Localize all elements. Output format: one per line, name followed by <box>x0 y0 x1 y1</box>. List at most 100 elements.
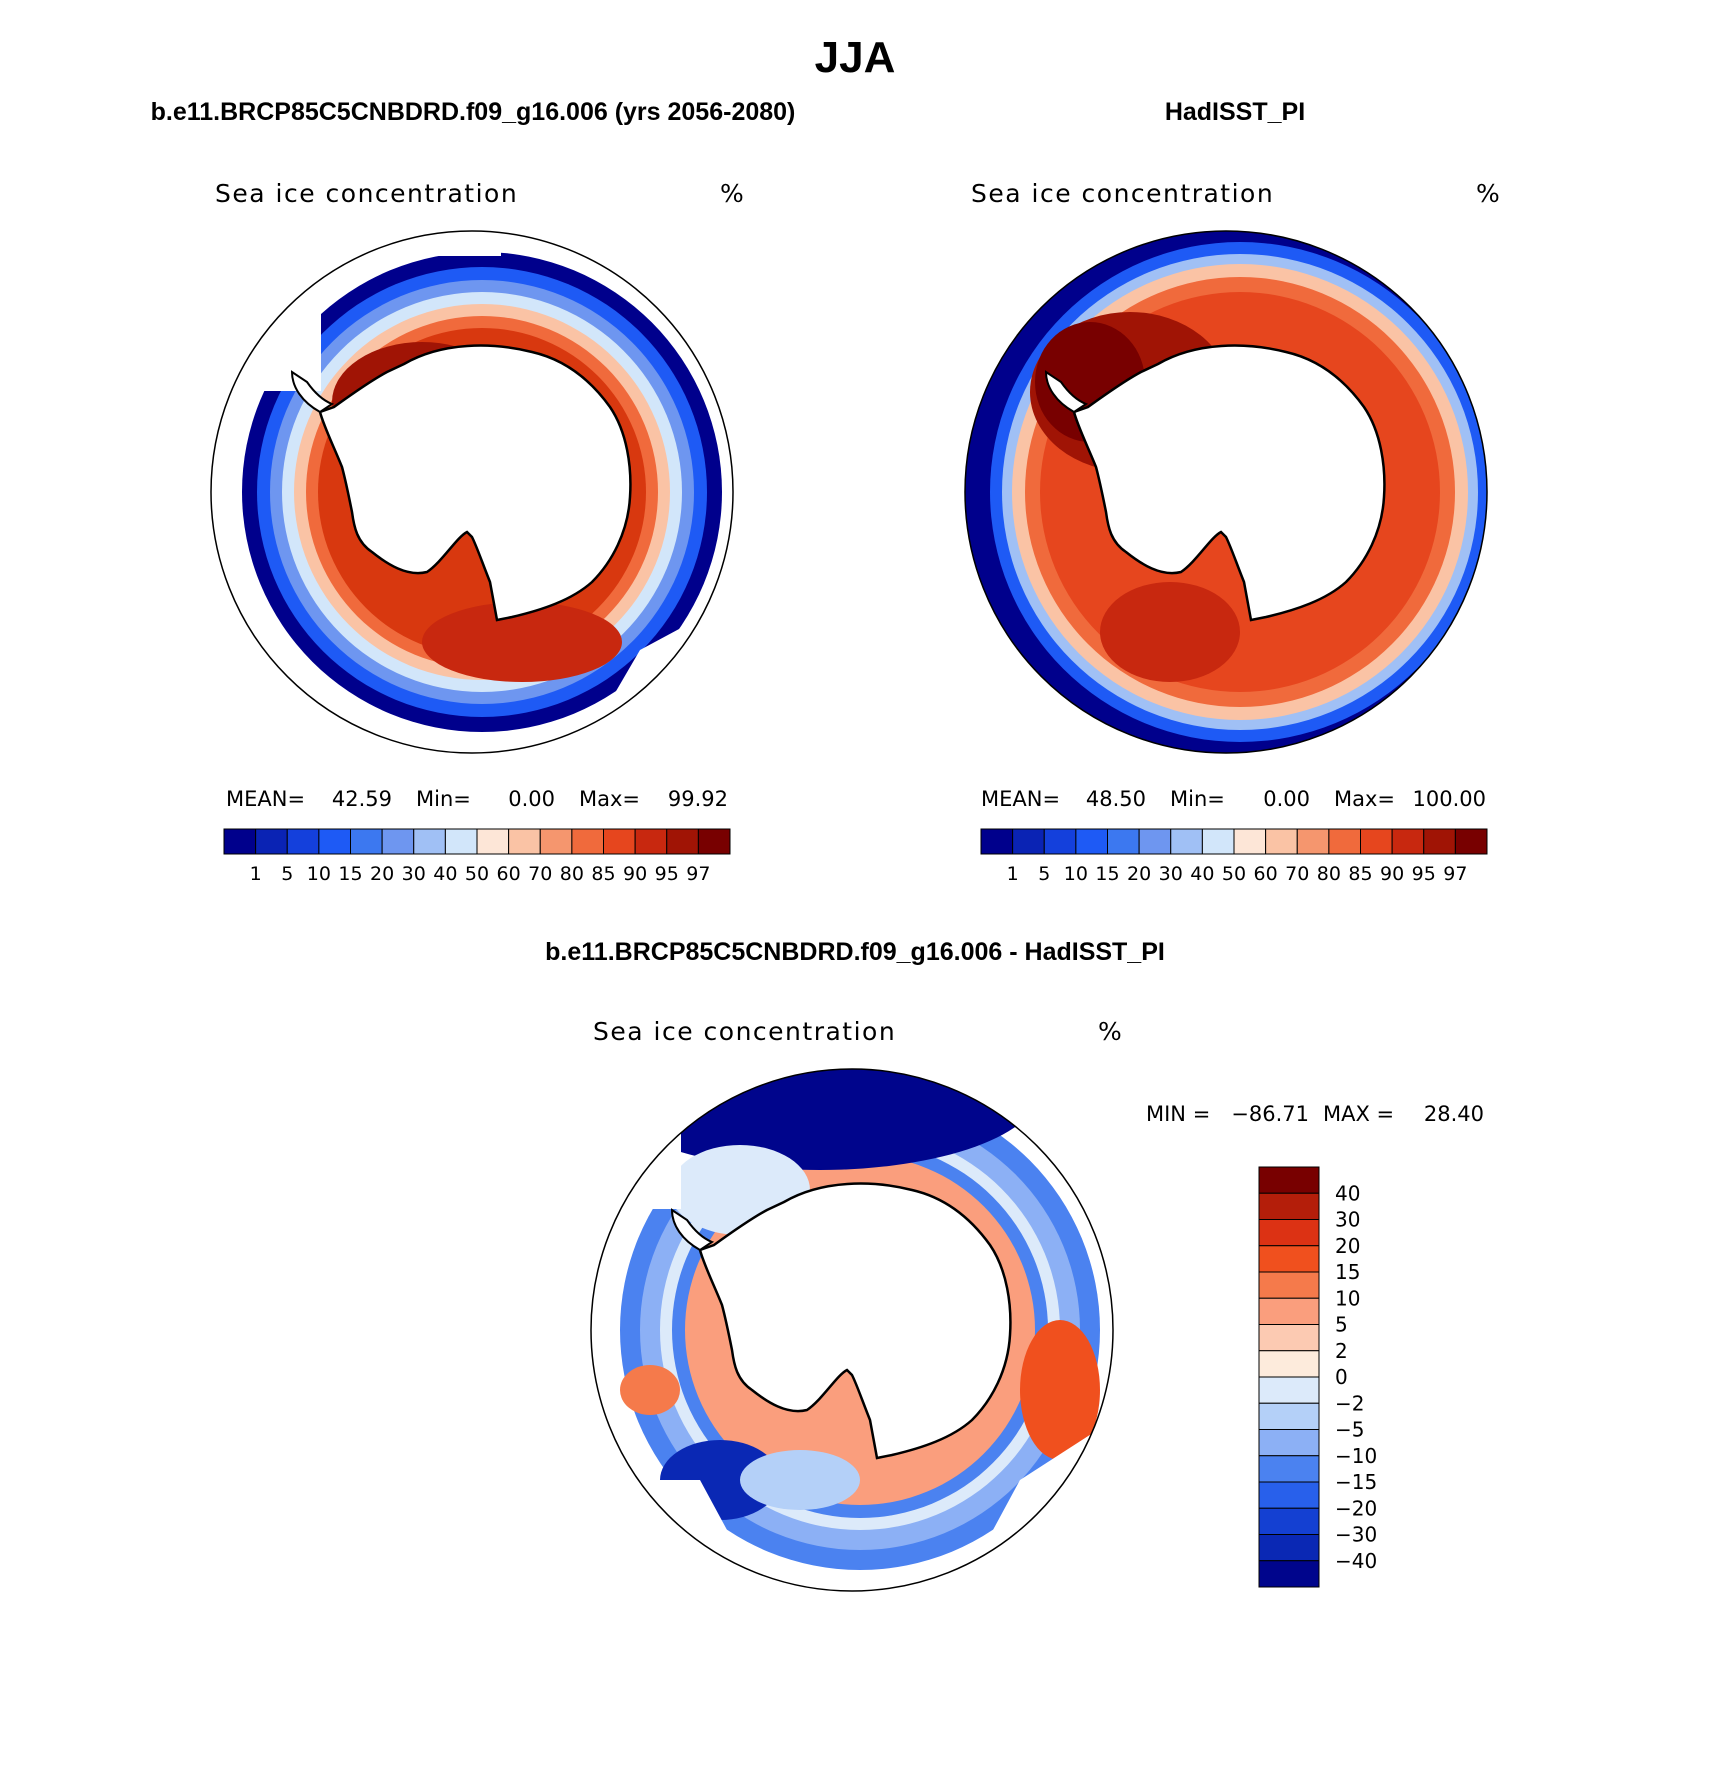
colorbar-swatch <box>1391 828 1425 855</box>
stat-min-value: 0.00 <box>1263 787 1310 811</box>
colorbar-model: 1 5 10 15 20 30 40 50 60 70 80 85 90 95 97 <box>223 828 731 885</box>
colorbar-tick-label: 15 <box>338 863 362 885</box>
colorbar-tick-label: 97 <box>686 863 710 885</box>
colorbar-tick-label: −10 <box>1335 1444 1377 1468</box>
diff-min-value: −86.71 <box>1231 1102 1309 1126</box>
colorbar-swatch <box>255 828 288 855</box>
map-obs <box>965 231 1487 753</box>
stat-max-label: Max= <box>579 787 640 811</box>
colorbar-swatch <box>1258 1429 1320 1457</box>
colorbar-tick-label: 30 <box>402 863 426 885</box>
colorbar-swatch <box>1043 828 1077 855</box>
colorbar-swatch <box>1296 828 1330 855</box>
colorbar-swatch <box>1265 828 1298 855</box>
colorbar-swatch <box>1258 1507 1320 1535</box>
colorbar-swatch <box>444 828 478 855</box>
colorbar-swatch <box>1423 828 1456 855</box>
colorbar-tick-label: 0 <box>1335 1365 1348 1389</box>
panel-obs-heading: HadISST_PI <box>1165 98 1305 126</box>
colorbar-tick-label: 90 <box>623 863 647 885</box>
stat-mean-label: MEAN= <box>981 787 1060 811</box>
panel-model: b.e11.BRCP85C5CNBDRD.f09_g16.006 (yrs 20… <box>151 98 796 885</box>
colorbar-swatch <box>1201 828 1235 855</box>
colorbar-swatch <box>603 828 636 855</box>
colorbar-tick-label: −15 <box>1335 1470 1377 1494</box>
stat-mean-label: MEAN= <box>226 787 305 811</box>
stat-min-label: Min= <box>1170 787 1225 811</box>
panel-model-heading: b.e11.BRCP85C5CNBDRD.f09_g16.006 (yrs 20… <box>151 98 796 126</box>
colorbar-tick-label: 20 <box>1127 863 1151 885</box>
colorbar-tick-label: 85 <box>1348 863 1372 885</box>
colorbar-tick-label: 70 <box>1285 863 1309 885</box>
colorbar-tick-label: 40 <box>1190 863 1214 885</box>
colorbar-tick-label: 15 <box>1095 863 1119 885</box>
colorbar-tick-label: 20 <box>1335 1234 1360 1258</box>
colorbar-tick-label: 95 <box>655 863 679 885</box>
colorbar-swatch <box>1258 1324 1320 1352</box>
stat-min-value: 0.00 <box>508 787 555 811</box>
colorbar-tick-label: 50 <box>465 863 489 885</box>
map-diff-border <box>590 1068 1114 1592</box>
panel-diff-variable: Sea ice concentration <box>593 1017 896 1046</box>
colorbar-tick-label: 70 <box>528 863 552 885</box>
colorbar-tick-label: 10 <box>1064 863 1088 885</box>
colorbar-swatch <box>413 828 446 855</box>
colorbar-swatch <box>286 828 320 855</box>
colorbar-tick-label: 30 <box>1159 863 1183 885</box>
colorbar-swatch <box>1258 1560 1320 1588</box>
colorbar-tick-label: 95 <box>1412 863 1436 885</box>
colorbar-swatch <box>1258 1219 1320 1247</box>
figure-title: JJA <box>815 33 896 82</box>
colorbar-tick-label: −20 <box>1335 1496 1377 1520</box>
colorbar-swatch <box>1075 828 1108 855</box>
colorbar-swatch <box>1138 828 1172 855</box>
colorbar-tick-label: 50 <box>1222 863 1246 885</box>
colorbar-swatch <box>1233 828 1267 855</box>
colorbar-swatch <box>223 828 257 855</box>
panel-obs: HadISST_PI Sea ice concentration % MEAN <box>964 98 1500 885</box>
colorbar-swatch <box>1328 828 1361 855</box>
colorbar-tick-label: 10 <box>1335 1286 1360 1310</box>
colorbar-tick-label: 90 <box>1380 863 1404 885</box>
stat-max-label: Max= <box>1334 787 1395 811</box>
colorbar-obs: 1 5 10 15 20 30 40 50 60 70 80 85 90 95 97 <box>980 828 1488 885</box>
panel-model-variable: Sea ice concentration <box>215 179 518 208</box>
colorbar-tick-label: 2 <box>1335 1339 1348 1363</box>
colorbar-tick-label: 5 <box>1335 1313 1348 1337</box>
map-diff <box>591 1069 1113 1591</box>
colorbar-tick-label: 10 <box>307 863 331 885</box>
stat-mean-value: 42.59 <box>332 787 392 811</box>
colorbar-swatch <box>1258 1297 1320 1325</box>
colorbar-swatch <box>1258 1402 1320 1430</box>
colorbar-swatch <box>476 828 510 855</box>
diff-max-value: 28.40 <box>1424 1102 1484 1126</box>
colorbar-tick-label: 85 <box>591 863 615 885</box>
colorbar-swatch <box>571 828 604 855</box>
colorbar-tick-label: 40 <box>1335 1181 1360 1205</box>
colorbar-swatch <box>1258 1192 1320 1220</box>
colorbar-tick-label: 20 <box>370 863 394 885</box>
colorbar-swatch <box>1360 828 1393 855</box>
colorbar-tick-label: −40 <box>1335 1549 1377 1573</box>
colorbar-tick-label: 80 <box>1317 863 1341 885</box>
panel-model-units: % <box>720 179 744 208</box>
colorbar-swatch <box>1012 828 1045 855</box>
colorbar-swatch <box>1454 828 1488 855</box>
colorbar-swatch <box>1258 1376 1320 1404</box>
map-obs-border <box>964 230 1488 754</box>
map-model-border <box>210 230 734 754</box>
colorbar-tick-label: 5 <box>1038 863 1050 885</box>
colorbar-tick-label: 1 <box>1007 863 1019 885</box>
panel-obs-variable: Sea ice concentration <box>971 179 1274 208</box>
colorbar-swatch <box>1258 1481 1320 1509</box>
diff-min-label: MIN = <box>1146 1102 1210 1126</box>
diff-max-label: MAX = <box>1323 1102 1394 1126</box>
colorbar-tick-label: −2 <box>1335 1391 1364 1415</box>
colorbar-swatch <box>666 828 699 855</box>
panel-obs-stats: MEAN= 48.50 Min= 0.00 Max= 100.00 <box>981 787 1486 811</box>
colorbar-tick-label: 1 <box>250 863 262 885</box>
colorbar-tick-label: 5 <box>281 863 293 885</box>
panel-diff: b.e11.BRCP85C5CNBDRD.f09_g16.006 - HadIS… <box>545 938 1484 1592</box>
panel-model-stats: MEAN= 42.59 Min= 0.00 Max= 99.92 <box>226 787 728 811</box>
